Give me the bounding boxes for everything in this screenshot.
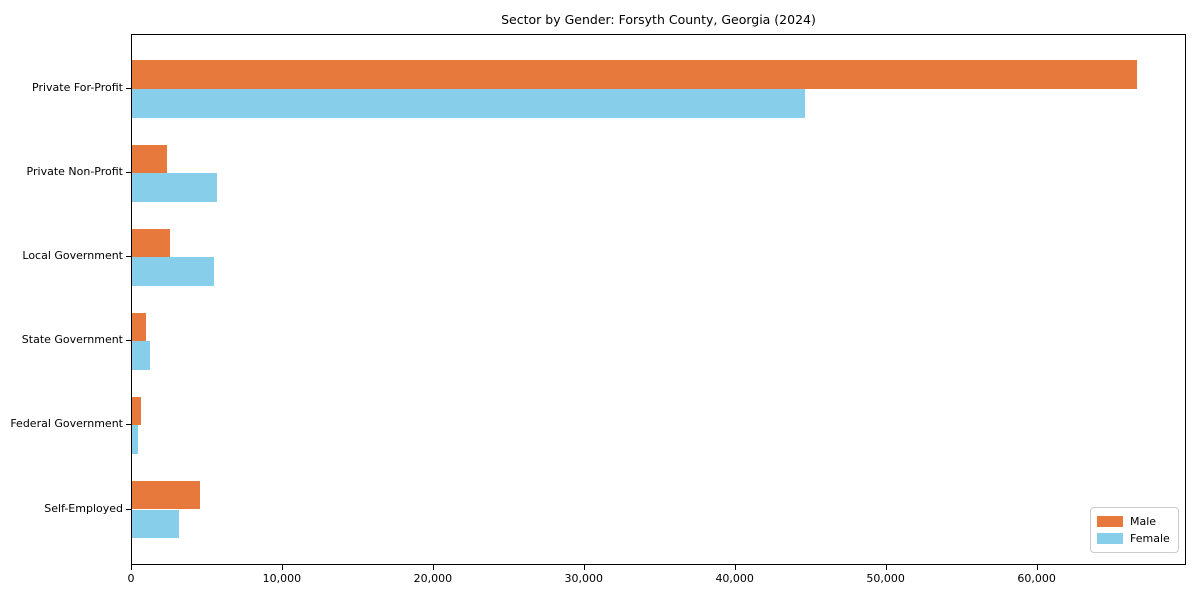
y-tick-mark	[126, 424, 131, 426]
legend-swatch-male	[1097, 516, 1123, 527]
x-tick-mark	[281, 565, 283, 570]
y-tick-label: State Government	[21, 333, 123, 347]
y-tick-mark	[126, 508, 131, 510]
bars-layer	[132, 35, 1185, 564]
x-tick-label: 20,000	[413, 572, 453, 585]
bar-male-4	[132, 396, 142, 426]
x-tick-label: 30,000	[564, 572, 604, 585]
x-tick-mark	[885, 565, 887, 570]
bar-male-5	[132, 480, 200, 510]
y-tick-mark	[126, 340, 131, 342]
x-tick-mark	[734, 565, 736, 570]
bar-female-1	[132, 173, 217, 202]
y-tick-label: Private For-Profit	[32, 81, 123, 94]
legend-entry-female: Female	[1097, 532, 1172, 545]
bar-female-2	[132, 257, 214, 286]
bar-male-3	[132, 312, 146, 342]
y-tick-label: Self-Employed	[44, 501, 123, 515]
bar-male-2	[132, 228, 170, 258]
x-tick-mark	[583, 565, 585, 570]
legend: Male Female	[1090, 507, 1179, 553]
y-tick-mark	[126, 88, 131, 89]
bar-male-1	[132, 144, 167, 174]
legend-label-male: Male	[1130, 515, 1157, 528]
plot-area	[131, 34, 1186, 565]
legend-swatch-female	[1097, 533, 1123, 544]
x-tick-label: 50,000	[866, 572, 905, 585]
x-tick-label: 40,000	[715, 572, 754, 585]
x-tick-mark	[432, 565, 434, 570]
bar-male-0	[132, 60, 1138, 89]
chart-title: Sector by Gender: Forsyth County, Georgi…	[501, 12, 816, 27]
bar-female-5	[132, 509, 179, 539]
bar-female-4	[132, 425, 138, 454]
y-tick-label: Local Government	[22, 249, 123, 263]
x-tick-label: 0	[127, 572, 135, 585]
y-tick-label: Federal Government	[10, 417, 123, 431]
x-tick-mark	[1036, 565, 1038, 570]
legend-label-female: Female	[1130, 532, 1170, 545]
y-tick-mark	[126, 256, 131, 258]
bar-female-0	[132, 89, 806, 118]
y-tick-label: Private Non-Profit	[26, 165, 123, 179]
x-tick-label: 60,000	[1017, 572, 1056, 585]
x-tick-label: 10,000	[262, 572, 302, 585]
legend-entry-male: Male	[1097, 515, 1172, 528]
bar-female-3	[132, 341, 151, 370]
x-tick-mark	[131, 565, 132, 570]
y-tick-mark	[126, 172, 131, 174]
